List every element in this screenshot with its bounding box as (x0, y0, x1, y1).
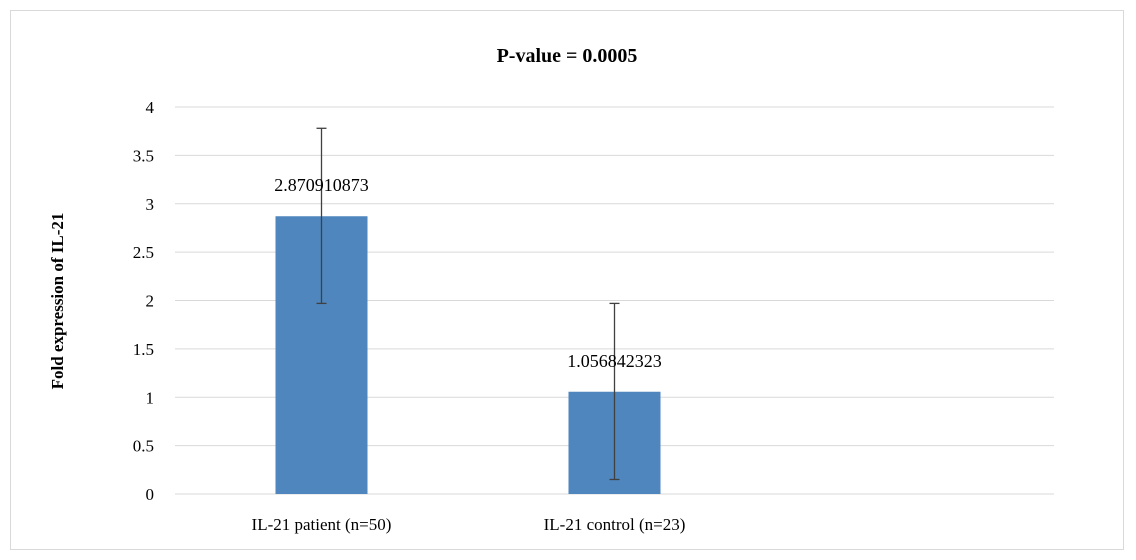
x-category-label: IL-21 control (n=23) (544, 515, 686, 534)
data-labels: 2.870910873 1.056842323 (274, 175, 662, 371)
data-label: 2.870910873 (274, 175, 369, 195)
y-tick-label: 3.5 (133, 146, 154, 165)
y-tick-label: 0.5 (133, 437, 154, 456)
y-tick-label: 1 (146, 388, 155, 407)
y-tick-label: 3 (146, 195, 155, 214)
error-bars (316, 127, 620, 481)
chart-title: P-value = 0.0005 (497, 45, 638, 67)
y-tick-label: 2.5 (133, 243, 154, 262)
data-label: 1.056842323 (567, 351, 662, 371)
y-axis-label: Fold expression of IL-21 (48, 213, 67, 390)
chart-frame (10, 10, 1124, 550)
y-axis-ticks: 0 0.5 1 1.5 2 2.5 3 3.5 4 (133, 98, 155, 504)
y-tick-label: 0 (146, 485, 155, 504)
y-tick-label: 1.5 (133, 340, 154, 359)
error-bar (609, 302, 620, 481)
error-bar (316, 127, 327, 305)
y-tick-label: 2 (146, 292, 155, 311)
x-category-label: IL-21 patient (n=50) (252, 515, 392, 534)
y-tick-label: 4 (146, 98, 155, 117)
x-axis-categories: IL-21 patient (n=50) IL-21 control (n=23) (252, 515, 686, 534)
